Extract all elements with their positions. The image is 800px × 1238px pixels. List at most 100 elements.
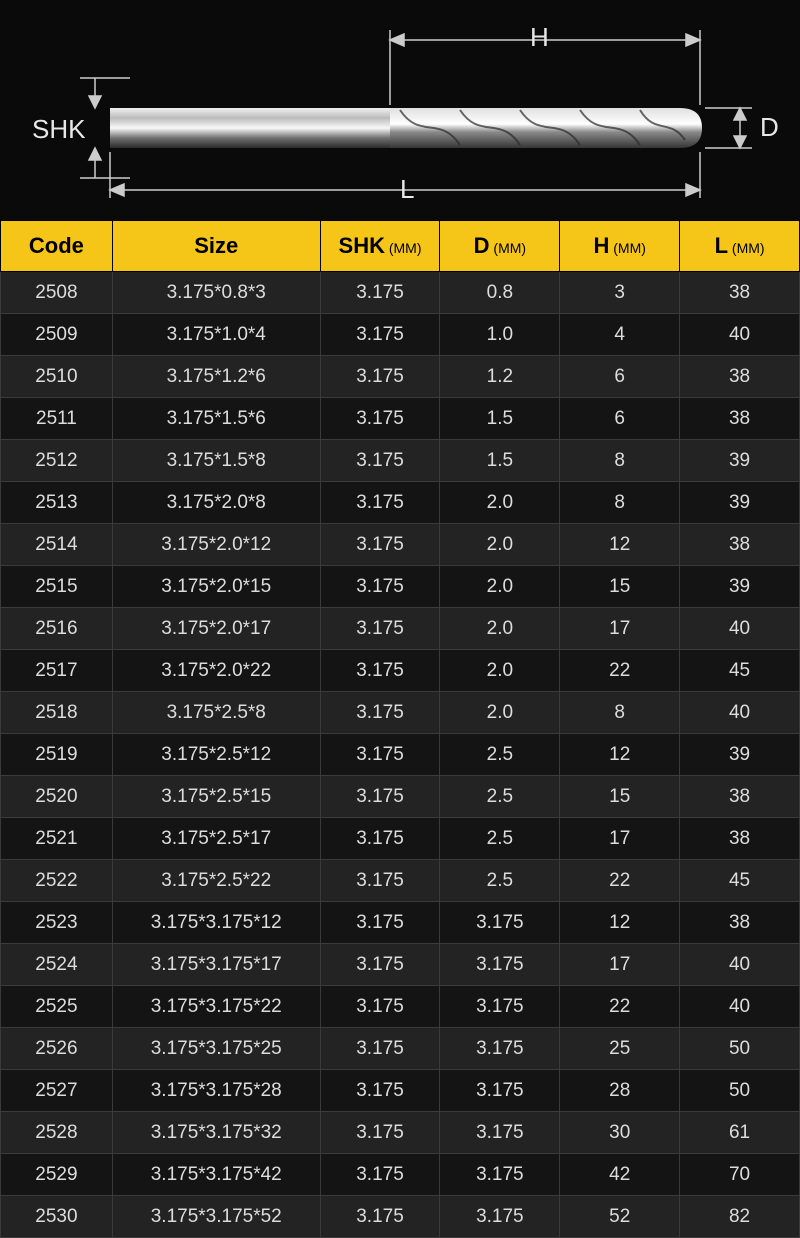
cell-d: 1.5 [440,398,560,440]
cell-h: 6 [560,398,680,440]
cell-h: 8 [560,440,680,482]
table-row: 25193.175*2.5*123.1752.51239 [1,734,800,776]
col-header-l: L (MM) [680,221,800,272]
cell-code: 2524 [1,944,113,986]
cell-l: 45 [680,860,800,902]
cell-d: 2.5 [440,860,560,902]
cell-d: 2.0 [440,524,560,566]
cell-shk: 3.175 [320,734,440,776]
cell-h: 12 [560,902,680,944]
cell-l: 38 [680,272,800,314]
cell-h: 30 [560,1112,680,1154]
cell-shk: 3.175 [320,524,440,566]
cell-d: 2.0 [440,650,560,692]
cell-d: 3.175 [440,1028,560,1070]
cell-l: 50 [680,1028,800,1070]
label-d: D [760,112,779,143]
cell-l: 40 [680,608,800,650]
cell-code: 2527 [1,1070,113,1112]
cell-d: 1.5 [440,440,560,482]
table-row: 25283.175*3.175*323.1753.1753061 [1,1112,800,1154]
table-row: 25163.175*2.0*173.1752.01740 [1,608,800,650]
cell-d: 0.8 [440,272,560,314]
cell-code: 2530 [1,1196,113,1238]
cell-size: 3.175*3.175*12 [112,902,320,944]
table-row: 25263.175*3.175*253.1753.1752550 [1,1028,800,1070]
table-row: 25183.175*2.5*83.1752.0840 [1,692,800,734]
table-row: 25133.175*2.0*83.1752.0839 [1,482,800,524]
cell-h: 17 [560,818,680,860]
cell-size: 3.175*2.0*22 [112,650,320,692]
cell-shk: 3.175 [320,608,440,650]
cell-l: 40 [680,314,800,356]
cell-code: 2514 [1,524,113,566]
cell-l: 70 [680,1154,800,1196]
cell-d: 3.175 [440,944,560,986]
cell-d: 3.175 [440,1196,560,1238]
cell-code: 2522 [1,860,113,902]
cell-code: 2521 [1,818,113,860]
cell-shk: 3.175 [320,776,440,818]
table-row: 25213.175*2.5*173.1752.51738 [1,818,800,860]
cell-h: 15 [560,776,680,818]
cell-size: 3.175*3.175*28 [112,1070,320,1112]
cell-code: 2520 [1,776,113,818]
cell-size: 3.175*3.175*22 [112,986,320,1028]
cell-shk: 3.175 [320,272,440,314]
spec-table-head: CodeSizeSHK (MM)D (MM)H (MM)L (MM) [1,221,800,272]
cell-l: 82 [680,1196,800,1238]
table-row: 25123.175*1.5*83.1751.5839 [1,440,800,482]
cell-size: 3.175*2.5*22 [112,860,320,902]
cell-size: 3.175*2.5*8 [112,692,320,734]
cell-size: 3.175*3.175*25 [112,1028,320,1070]
cell-size: 3.175*2.0*15 [112,566,320,608]
spec-table: CodeSizeSHK (MM)D (MM)H (MM)L (MM) 25083… [0,220,800,1238]
cell-l: 39 [680,482,800,524]
cell-shk: 3.175 [320,860,440,902]
cell-code: 2528 [1,1112,113,1154]
cell-shk: 3.175 [320,902,440,944]
cell-l: 40 [680,986,800,1028]
cell-code: 2518 [1,692,113,734]
cell-h: 17 [560,944,680,986]
col-header-shk: SHK (MM) [320,221,440,272]
cell-h: 12 [560,734,680,776]
cell-shk: 3.175 [320,1112,440,1154]
cell-d: 2.5 [440,776,560,818]
table-row: 25143.175*2.0*123.1752.01238 [1,524,800,566]
cell-d: 2.5 [440,818,560,860]
cell-size: 3.175*3.175*32 [112,1112,320,1154]
table-row: 25093.175*1.0*43.1751.0440 [1,314,800,356]
cell-size: 3.175*2.5*17 [112,818,320,860]
cell-d: 3.175 [440,1154,560,1196]
label-shk: SHK [32,114,85,145]
cell-h: 8 [560,692,680,734]
cell-size: 3.175*2.0*8 [112,482,320,524]
cell-size: 3.175*1.0*4 [112,314,320,356]
cell-h: 6 [560,356,680,398]
cell-shk: 3.175 [320,482,440,524]
cell-size: 3.175*1.2*6 [112,356,320,398]
cell-l: 38 [680,818,800,860]
table-row: 25103.175*1.2*63.1751.2638 [1,356,800,398]
cell-l: 61 [680,1112,800,1154]
cell-shk: 3.175 [320,818,440,860]
cell-h: 4 [560,314,680,356]
cell-code: 2529 [1,1154,113,1196]
cell-l: 38 [680,902,800,944]
cell-d: 2.5 [440,734,560,776]
cell-shk: 3.175 [320,356,440,398]
table-row: 25303.175*3.175*523.1753.1755282 [1,1196,800,1238]
cell-l: 39 [680,566,800,608]
cell-size: 3.175*1.5*8 [112,440,320,482]
cell-shk: 3.175 [320,1028,440,1070]
cell-d: 3.175 [440,986,560,1028]
cell-code: 2511 [1,398,113,440]
cell-l: 39 [680,734,800,776]
table-row: 25253.175*3.175*223.1753.1752240 [1,986,800,1028]
cell-l: 40 [680,692,800,734]
table-row: 25203.175*2.5*153.1752.51538 [1,776,800,818]
cell-l: 38 [680,356,800,398]
cell-shk: 3.175 [320,398,440,440]
cell-d: 1.0 [440,314,560,356]
